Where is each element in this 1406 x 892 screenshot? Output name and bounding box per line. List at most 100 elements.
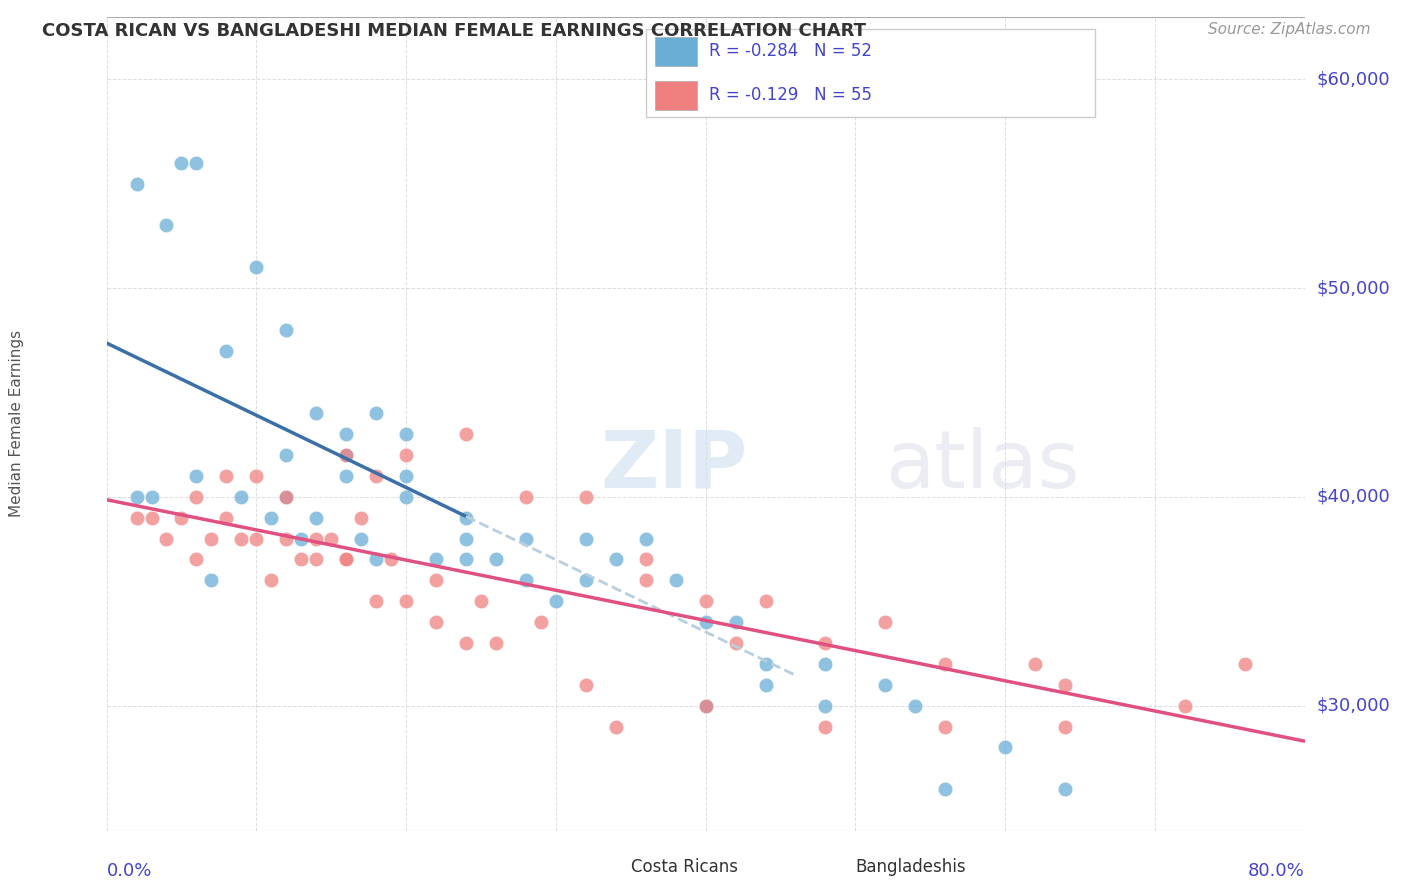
- Point: [200, 574, 222, 588]
- Text: COSTA RICAN VS BANGLADESHI MEDIAN FEMALE EARNINGS CORRELATION CHART: COSTA RICAN VS BANGLADESHI MEDIAN FEMALE…: [42, 22, 866, 40]
- Point: [170, 510, 193, 524]
- Point: [724, 636, 747, 650]
- Point: [305, 510, 328, 524]
- Text: $30,000: $30,000: [1316, 697, 1391, 714]
- Point: [276, 490, 298, 504]
- Point: [1024, 657, 1046, 671]
- FancyBboxPatch shape: [578, 856, 616, 879]
- Point: [875, 615, 897, 629]
- Point: [321, 532, 343, 546]
- Point: [454, 532, 477, 546]
- Point: [186, 469, 208, 483]
- Point: [605, 719, 627, 733]
- Point: [814, 698, 837, 713]
- Point: [366, 552, 388, 566]
- Text: atlas: atlas: [886, 426, 1080, 505]
- Point: [425, 574, 447, 588]
- Point: [231, 532, 253, 546]
- Point: [125, 490, 148, 504]
- Point: [335, 552, 357, 566]
- Point: [575, 574, 598, 588]
- Point: [425, 552, 447, 566]
- Point: [454, 636, 477, 650]
- Point: [1233, 657, 1256, 671]
- Point: [754, 657, 776, 671]
- Point: [634, 532, 657, 546]
- Text: Median Female Earnings: Median Female Earnings: [10, 330, 24, 517]
- Point: [470, 594, 492, 608]
- Point: [350, 532, 373, 546]
- Point: [395, 490, 418, 504]
- Point: [695, 698, 717, 713]
- Point: [305, 406, 328, 420]
- Point: [335, 448, 357, 462]
- Point: [305, 532, 328, 546]
- Point: [575, 678, 598, 692]
- Point: [260, 510, 283, 524]
- Point: [1054, 678, 1077, 692]
- Point: [155, 219, 177, 233]
- Point: [875, 678, 897, 692]
- Point: [934, 657, 956, 671]
- Point: [215, 343, 238, 358]
- Point: [366, 406, 388, 420]
- Point: [231, 490, 253, 504]
- Point: [530, 615, 553, 629]
- Point: [814, 719, 837, 733]
- Point: [754, 594, 776, 608]
- Point: [575, 532, 598, 546]
- Point: [141, 490, 163, 504]
- Point: [395, 594, 418, 608]
- Point: [335, 552, 357, 566]
- Text: R = -0.284   N = 52: R = -0.284 N = 52: [709, 43, 872, 61]
- Point: [380, 552, 402, 566]
- Point: [170, 156, 193, 170]
- Point: [366, 469, 388, 483]
- Point: [695, 594, 717, 608]
- Point: [395, 427, 418, 442]
- Point: [515, 532, 537, 546]
- Point: [305, 552, 328, 566]
- Point: [335, 427, 357, 442]
- Point: [290, 552, 312, 566]
- Point: [665, 574, 688, 588]
- Point: [186, 552, 208, 566]
- Point: [634, 552, 657, 566]
- Point: [544, 594, 567, 608]
- FancyBboxPatch shape: [655, 80, 696, 110]
- Point: [485, 552, 508, 566]
- Point: [276, 448, 298, 462]
- Point: [485, 636, 508, 650]
- Point: [186, 490, 208, 504]
- Point: [155, 532, 177, 546]
- Text: 80.0%: 80.0%: [1249, 863, 1305, 880]
- FancyBboxPatch shape: [655, 37, 696, 66]
- Point: [695, 615, 717, 629]
- Point: [200, 532, 222, 546]
- Text: ZIP: ZIP: [600, 426, 748, 505]
- Point: [350, 510, 373, 524]
- Text: $60,000: $60,000: [1316, 70, 1391, 88]
- Point: [904, 698, 927, 713]
- Point: [125, 177, 148, 191]
- Text: Bangladeshis: Bangladeshis: [855, 858, 966, 877]
- Text: R = -0.129   N = 55: R = -0.129 N = 55: [709, 87, 872, 104]
- Text: 0.0%: 0.0%: [107, 863, 152, 880]
- Point: [395, 469, 418, 483]
- Point: [290, 532, 312, 546]
- Text: Costa Ricans: Costa Ricans: [631, 858, 738, 877]
- Text: $40,000: $40,000: [1316, 488, 1391, 506]
- Point: [425, 615, 447, 629]
- Point: [1054, 719, 1077, 733]
- Text: $50,000: $50,000: [1316, 279, 1391, 297]
- FancyBboxPatch shape: [645, 29, 1095, 117]
- Point: [1054, 782, 1077, 797]
- Point: [695, 698, 717, 713]
- Point: [934, 719, 956, 733]
- Point: [245, 532, 267, 546]
- Point: [215, 510, 238, 524]
- Point: [754, 678, 776, 692]
- Point: [215, 469, 238, 483]
- Point: [814, 657, 837, 671]
- Text: Source: ZipAtlas.com: Source: ZipAtlas.com: [1208, 22, 1371, 37]
